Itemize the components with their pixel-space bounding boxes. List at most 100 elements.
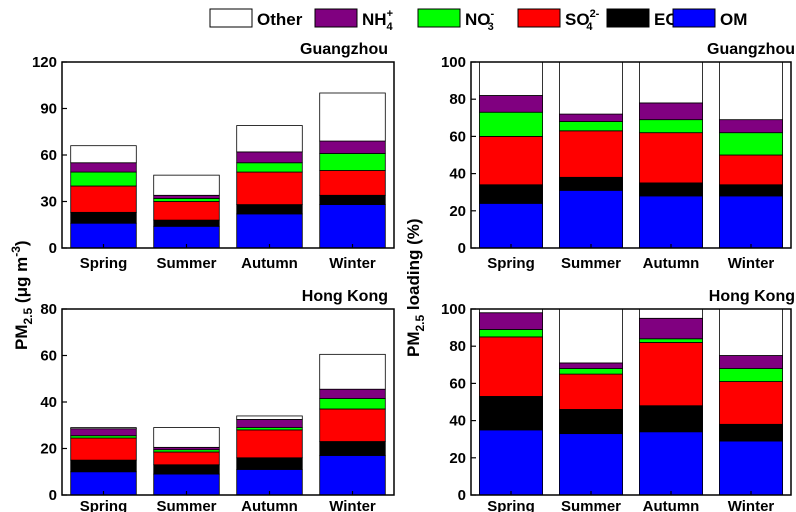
bar-segment-nh4-winter	[319, 388, 386, 399]
bar-segment-so42-winter	[719, 154, 784, 186]
bar-segment-ec-spring	[70, 211, 137, 224]
bar-segment-om-autumn	[639, 195, 704, 249]
y-tick-label: 0	[49, 487, 57, 504]
bar-segment-nh4-spring	[70, 428, 137, 437]
bar-segment-ec-summer	[153, 464, 220, 475]
legend-item-other: Other	[209, 8, 303, 29]
x-tick-label: Summer	[561, 255, 621, 272]
y-tick-label: 0	[49, 240, 57, 257]
bar-segment-nh4-winter	[719, 119, 784, 134]
bar-segment-ec-autumn	[236, 457, 303, 470]
bar-segment-nh4-summer	[559, 113, 624, 122]
bar-segment-no3-winter	[319, 153, 386, 171]
legend-swatch	[606, 8, 650, 28]
bar-segment-other-spring	[70, 427, 137, 430]
bar-segment-so42-winter	[319, 170, 386, 196]
bar-segment-so42-autumn	[236, 429, 303, 459]
bar-segment-no3-summer	[559, 121, 624, 132]
bar-segment-no3-autumn	[639, 119, 704, 134]
bar-segment-other-winter	[719, 61, 784, 121]
y-tick-label: 20	[449, 450, 466, 467]
bar-segment-no3-spring	[70, 171, 137, 187]
bar-segment-nh4-spring	[478, 95, 543, 113]
legend-swatch	[672, 8, 716, 28]
bar-segment-other-spring	[478, 61, 543, 96]
legend-label: Other	[257, 10, 303, 29]
bar-segment-nh4-spring	[478, 312, 543, 330]
chart-panel-1: Guangzhou Spring Summer Autumn Winter 0 30 60 90…	[32, 41, 395, 272]
y-tick-label: 40	[40, 394, 57, 411]
bar-segment-nh4-spring	[70, 162, 137, 173]
bar-segment-so42-summer	[559, 130, 624, 178]
bar-segment-so42-spring	[70, 437, 137, 461]
y-tick-label: 80	[449, 91, 466, 108]
bar-segment-so42-summer	[559, 373, 624, 410]
y-axis-labels: PM2.5 (μg m-3) PM2.5 loading (%)	[9, 218, 427, 357]
bar-segment-so42-summer	[153, 451, 220, 466]
y-axis-label-concentration: PM2.5 (μg m-3)	[9, 240, 35, 350]
x-tick-label: Summer	[156, 255, 216, 272]
bar-segment-ec-winter	[719, 184, 784, 197]
legend-swatch	[209, 8, 253, 28]
x-tick-label: Spring	[80, 498, 128, 512]
x-tick-label: Winter	[329, 255, 376, 272]
bar-segment-ec-autumn	[236, 204, 303, 215]
chart-title: Hong Kong	[709, 288, 795, 305]
chart-title: Guangzhou	[707, 41, 795, 58]
bar-segment-om-spring	[478, 429, 543, 496]
legend-item-nh: NH+ 4	[314, 8, 394, 33]
bar-segment-om-winter	[719, 440, 784, 496]
bar-segment-no3-spring	[478, 111, 543, 137]
bar-segment-ec-spring	[70, 459, 137, 473]
x-tick-label: Autumn	[241, 255, 298, 272]
bar-segment-other-autumn	[236, 125, 303, 153]
y-tick-label: 0	[458, 240, 466, 257]
bar-segment-ec-autumn	[639, 405, 704, 433]
bar-segment-nh4-summer	[559, 362, 624, 369]
bar-segment-nh4-autumn	[639, 317, 704, 340]
x-tick-label: Autumn	[643, 255, 700, 272]
bar-segment-so42-autumn	[236, 171, 303, 206]
bar-segment-so42-spring	[478, 336, 543, 397]
bar-segment-nh4-winter	[319, 140, 386, 154]
y-tick-label: 60	[40, 348, 57, 365]
bar-segment-nh4-summer	[153, 194, 220, 199]
bar-segment-other-autumn	[639, 308, 704, 319]
x-tick-label: Spring	[80, 255, 128, 272]
bar-segment-om-spring	[70, 222, 137, 249]
plot-frame	[470, 61, 792, 249]
y-tick-label: 100	[441, 301, 466, 318]
bar-segment-no3-autumn	[236, 162, 303, 173]
bar-segment-so42-autumn	[639, 342, 704, 407]
bar-segment-no3-summer	[153, 197, 220, 202]
y-tick-label: 90	[40, 101, 57, 118]
bar-segment-ec-spring	[478, 396, 543, 431]
bar-segment-other-summer	[559, 61, 624, 115]
chart-panel-2: Guangzhou Spring Summer Autumn Winter 0 20 40 60…	[441, 41, 795, 272]
chart-title: Guangzhou	[300, 41, 388, 58]
y-tick-label: 100	[441, 54, 466, 71]
bar-segment-nh4-autumn	[236, 419, 303, 428]
legend-item-no: NO-3	[417, 8, 495, 33]
bar-segment-om-winter	[319, 204, 386, 249]
x-tick-label: Autumn	[643, 498, 700, 512]
y-tick-label: 20	[40, 441, 57, 458]
bar-segment-other-winter	[319, 353, 386, 390]
bar-segment-ec-winter	[719, 423, 784, 442]
bar-segment-other-winter	[719, 308, 784, 356]
bar-segment-om-autumn	[236, 213, 303, 249]
bar-segment-other-autumn	[639, 61, 704, 104]
legend-swatch	[417, 8, 461, 28]
bar-segment-so42-autumn	[639, 132, 704, 184]
legend-swatch	[314, 8, 358, 28]
chart-panels: Guangzhou Spring Summer Autumn Winter 0 30 60 90…	[32, 41, 795, 512]
bar-segment-om-winter	[319, 455, 386, 496]
y-tick-label: 60	[40, 147, 57, 164]
y-tick-label: 30	[40, 194, 57, 211]
bar-segment-om-winter	[719, 195, 784, 249]
y-tick-label: 40	[449, 166, 466, 183]
chart-panel-4: Hong Kong Spring Summer Autumn Winter 0 20 40 60…	[441, 288, 795, 512]
x-tick-label: Summer	[561, 498, 621, 512]
bar-segment-ec-winter	[319, 194, 386, 206]
